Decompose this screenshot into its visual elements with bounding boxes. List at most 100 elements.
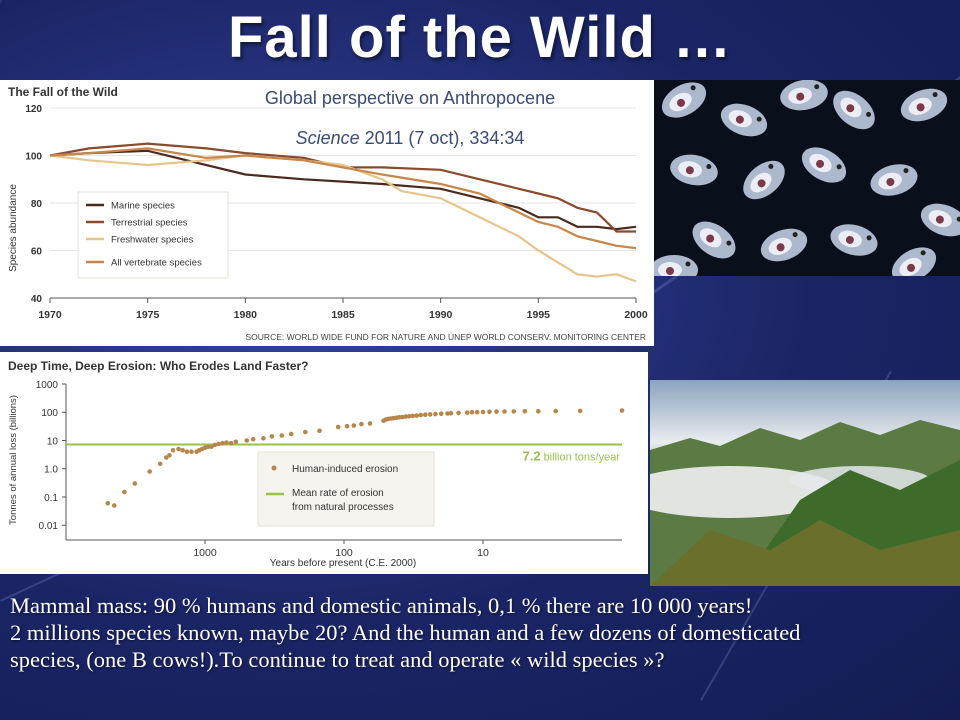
chart2-legend-box: [257, 451, 435, 527]
chart2-data-point: [359, 421, 364, 427]
chart2-data-point: [220, 440, 225, 446]
fall-of-the-wild-chart: The Fall of the Wild Global perspective …: [8, 85, 648, 342]
chart2-x-ticks: 1000 100 10: [193, 547, 489, 559]
chart2-data-point: [427, 412, 433, 417]
chart2-data-point: [288, 431, 294, 437]
chart1-y-ticks: 40 60 80 100 120: [25, 104, 42, 305]
larva-icon: [654, 255, 698, 276]
larva-organ: [685, 166, 694, 175]
chart1-title: The Fall of the Wild: [8, 85, 118, 99]
chart2-data-point: [494, 409, 499, 414]
chart2-y-tick-label: 1.0: [44, 465, 58, 476]
chart1-legend: Marine species Terrestrial species Freshwa…: [77, 191, 229, 279]
legend-label-natural-erosion: Mean rate of erosion from natural proces…: [292, 488, 394, 513]
chart2-data-point: [244, 438, 250, 443]
chart1-x-tick-label: 1970: [38, 309, 62, 321]
legend-dot-human-erosion: [271, 465, 277, 471]
larva-eye: [814, 84, 820, 90]
chart2-data-point: [474, 409, 480, 415]
chart1-y-tick-label: 60: [31, 247, 43, 258]
larvae-photo: [654, 80, 960, 276]
legend-label-human-erosion: Human-induced erosion: [292, 464, 398, 475]
larva-eye: [706, 164, 712, 170]
chart2-data-point: [157, 461, 163, 467]
larva-eye: [903, 168, 909, 174]
chart1-ylabel: Species abundance: [8, 184, 19, 272]
reference-journal: Science: [296, 128, 360, 148]
chart2-data-point: [269, 434, 275, 439]
reference-unit: billion tons/year: [544, 452, 621, 464]
larva-organ: [916, 103, 925, 112]
larva-organ: [776, 243, 785, 252]
chart1-x-tick-label: 1985: [331, 309, 355, 321]
larva-icon: [661, 82, 707, 118]
chart2-data-point: [147, 469, 152, 474]
chart2-data-point: [487, 409, 492, 415]
chart2-axes: [62, 383, 622, 544]
chart2-data-point: [250, 437, 256, 442]
chart1-series-lines: [49, 142, 637, 283]
chart1-legend-box: [77, 191, 229, 279]
chart2-data-point: [189, 449, 194, 454]
larva-organ: [846, 104, 855, 113]
chart1-x-tick-label: 1995: [527, 309, 551, 321]
larva-organ: [907, 263, 916, 272]
chart2-data-point: [180, 448, 185, 453]
larva-eye: [956, 216, 960, 222]
chart1-y-tick-label: 40: [31, 294, 43, 305]
larva-icon: [900, 88, 948, 122]
chart2-data-point: [279, 433, 285, 438]
larva-eye: [756, 116, 762, 122]
larva-icon: [801, 147, 847, 183]
chart2-data-point: [553, 408, 558, 414]
chart2-data-point: [317, 428, 322, 434]
larva-eye: [792, 232, 798, 238]
larva-icon: [830, 224, 878, 256]
chart2-data-point: [414, 413, 420, 418]
chart1-x-tick-label: 2000: [624, 309, 648, 321]
chart2-legend: Human-induced erosion Mean rate of erosi…: [257, 451, 435, 527]
chart1-y-tick-label: 80: [31, 199, 43, 210]
larva-icon: [760, 228, 808, 262]
chart2-x-tick-label: 1000: [193, 547, 217, 559]
chart2-data-point: [522, 409, 528, 414]
erosion-chart-panel: Deep Time, Deep Erosion: Who Erodes Land…: [0, 352, 648, 574]
chart1-legend-label: Marine species: [111, 201, 175, 212]
chart2-data-point: [261, 436, 266, 441]
chart2-y-tick-label: 100: [41, 408, 58, 419]
chart2-data-point: [351, 423, 357, 428]
chart2-data-point: [448, 411, 454, 416]
chart2-data-point: [536, 409, 541, 414]
larva-organ: [845, 235, 854, 244]
chart1-source: SOURCE: WORLD WIDE FUND FOR NATURE AND U…: [246, 332, 646, 342]
larva-eye: [726, 240, 732, 246]
larva-organ: [886, 178, 895, 187]
chart2-data-point: [438, 411, 444, 417]
mountain-landscape-photo: [650, 380, 960, 586]
larva-icon: [833, 90, 875, 130]
chart2-y-tick-label: 1000: [36, 380, 59, 391]
larva-organ: [757, 179, 766, 188]
chart2-x-tick-label: 10: [477, 547, 489, 559]
larva-eye: [768, 163, 774, 169]
chart2-data-point: [619, 408, 625, 413]
chart1-x-tick-label: 1980: [234, 309, 258, 321]
chart1-series-line: [49, 147, 637, 250]
chart1-series-line: [49, 154, 637, 283]
chart1-x-tick-label: 1990: [429, 309, 453, 321]
chart2-data-point: [209, 444, 214, 450]
chart2-data-point: [344, 423, 350, 429]
reference-citation: Science 2011 (7 oct), 334:34: [296, 128, 525, 148]
chart2-data-point: [480, 409, 486, 415]
chart2-data-point: [502, 409, 507, 414]
chart2-y-tick-label: 10: [47, 436, 59, 447]
larvae-illustration: [654, 80, 960, 276]
larva-eye: [932, 92, 938, 98]
larva-eye: [866, 111, 872, 117]
chart2-data-point: [122, 489, 127, 495]
chart2-data-point: [445, 411, 450, 416]
chart2-data-point: [224, 440, 229, 445]
larva-icon: [720, 103, 768, 137]
larva-organ: [816, 159, 825, 168]
chart1-x-tick-label: 1975: [136, 309, 160, 321]
